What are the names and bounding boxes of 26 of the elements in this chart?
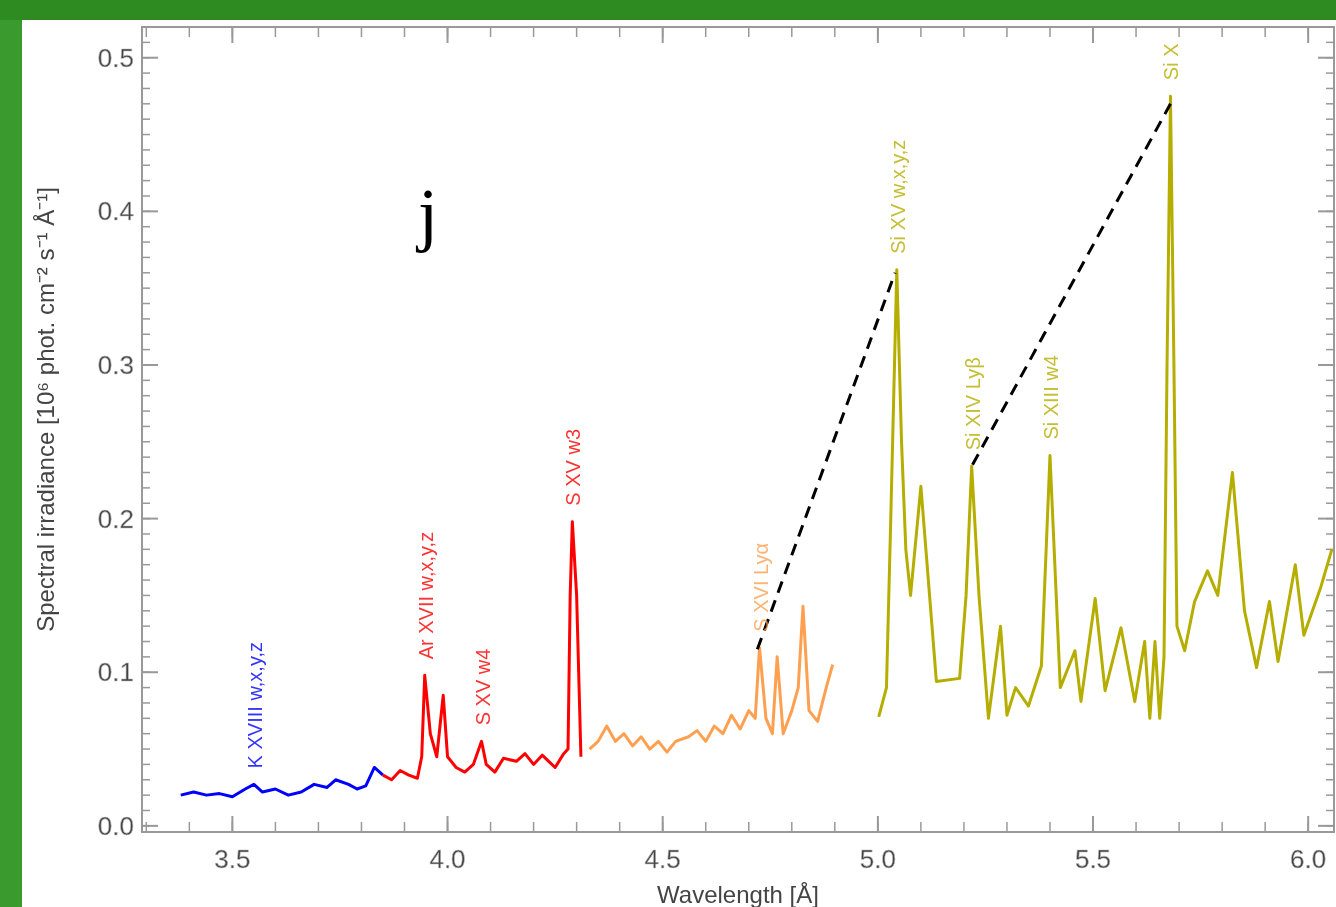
y-tick-label: 0.0 bbox=[97, 810, 134, 841]
annotation: Si X bbox=[1160, 43, 1183, 81]
y-tick-label: 0.4 bbox=[97, 196, 134, 227]
annotation: S XV w3 bbox=[562, 428, 585, 506]
annotation: Si XIII w4 bbox=[1039, 355, 1062, 440]
y-tick-label: 0.5 bbox=[97, 42, 134, 73]
annotation: Ar XVII w,x,y,z bbox=[414, 531, 437, 660]
y-tick-label: 0.1 bbox=[97, 657, 134, 688]
x-tick-label: 6.0 bbox=[1290, 844, 1327, 874]
annotation: Si XV w,x,y,z bbox=[886, 139, 909, 254]
x-tick-label: 4.5 bbox=[644, 844, 681, 874]
y-tick-label: 0.3 bbox=[97, 350, 134, 381]
x-tick-label: 3.5 bbox=[214, 844, 251, 874]
annotation: Si XIV Lyβ bbox=[961, 357, 984, 451]
y-tick-label: 0.2 bbox=[97, 503, 134, 534]
x-tick-label: 4.0 bbox=[429, 844, 466, 874]
line-series bbox=[381, 520, 583, 782]
annotation: S XV w4 bbox=[471, 648, 494, 726]
y-axis-title: Spectral irradiance [10⁶ phot. cm⁻² s⁻¹ Å⁻¹] bbox=[32, 187, 59, 632]
x-tick-label: 5.5 bbox=[1074, 844, 1112, 874]
line-series bbox=[877, 94, 1334, 720]
annotation: K XVIII w,x,y,z bbox=[243, 642, 266, 769]
annotation: j bbox=[415, 174, 439, 254]
x-tick-label: 5.0 bbox=[859, 844, 896, 874]
line-series bbox=[179, 765, 385, 799]
annotation: S XVI Lyα bbox=[749, 543, 772, 632]
